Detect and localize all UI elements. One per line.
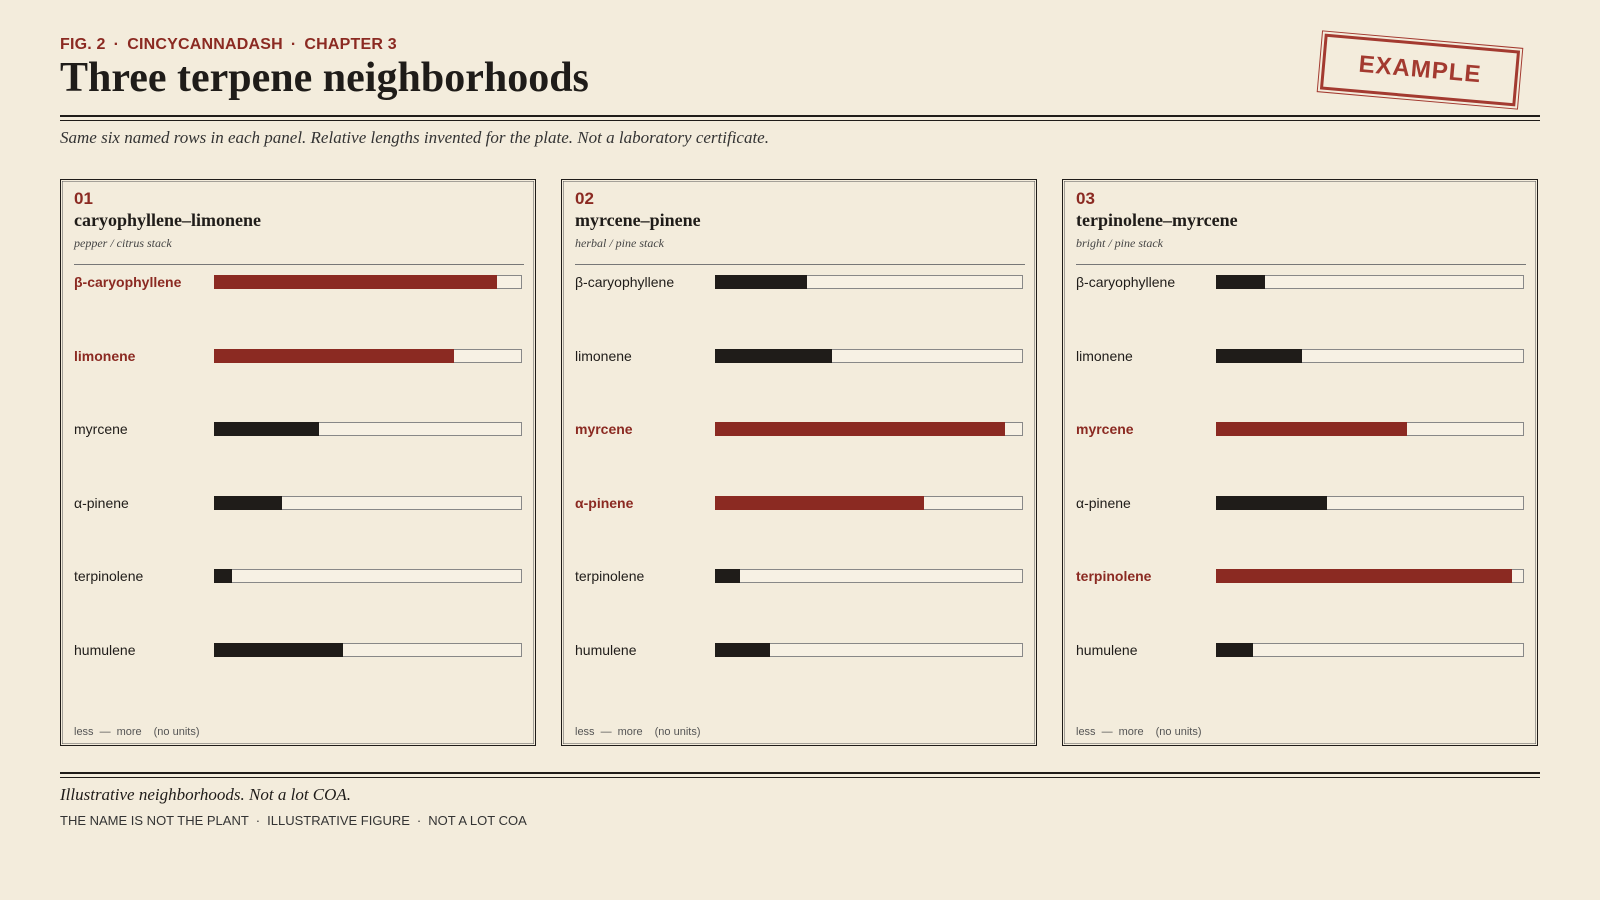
rule — [575, 264, 1025, 265]
bar — [715, 422, 1005, 436]
row-label: myrcene — [1076, 421, 1134, 437]
rule — [60, 115, 1540, 121]
separator: · — [416, 813, 422, 828]
panel-title: caryophyllene–limonene — [74, 210, 261, 230]
panel: 01 caryophyllene–limonene pepper / citrus … — [60, 179, 536, 746]
scale-low: less — [74, 726, 94, 738]
row-label: limonene — [74, 347, 136, 364]
bar — [214, 275, 498, 289]
panel-title: myrcene–pinene — [575, 210, 701, 230]
footer-tag: NOT A LOT COA — [428, 813, 527, 828]
separator: — — [600, 726, 612, 738]
row-label: myrcene — [74, 421, 128, 437]
bar — [214, 348, 455, 363]
row-label: β-caryophyllene — [1076, 274, 1176, 290]
rule — [74, 264, 524, 265]
row-label: humulene — [74, 641, 136, 658]
stamp: EXAMPLE — [1316, 29, 1524, 111]
footer-tag: THE NAME IS NOT THE PLANT — [60, 813, 249, 828]
bar — [1216, 275, 1266, 289]
row-label: α-pinene — [74, 494, 129, 511]
bar — [214, 569, 233, 583]
page-title: Three terpene neighborhoods — [60, 55, 589, 101]
footer-tags: THE NAME IS NOT THE PLANT · ILLUSTRATIVE F… — [60, 813, 527, 828]
scale-high: more — [1118, 726, 1144, 738]
row-label: terpinolene — [74, 568, 144, 584]
scale-high: more — [617, 726, 643, 738]
bar — [214, 422, 319, 436]
bar — [1216, 642, 1253, 657]
row-label: humulene — [575, 641, 637, 658]
bar — [715, 495, 925, 510]
scale-note: less — more (no units) — [1076, 726, 1201, 738]
bar — [1216, 348, 1303, 363]
scale-units: (no units) — [153, 726, 200, 738]
row-label: terpinolene — [1076, 568, 1152, 584]
bar-track — [214, 569, 522, 583]
row-label: α-pinene — [575, 494, 634, 511]
scale-units: (no units) — [654, 726, 701, 738]
panel-number: 02 — [575, 189, 594, 208]
panel-title: terpinolene–myrcene — [1076, 210, 1238, 230]
page-subtitle: Same six named rows in each panel. Relat… — [60, 128, 769, 147]
kicker-part: CINCYCANNADASH — [127, 36, 283, 53]
bar — [1216, 495, 1327, 510]
row-label: terpinolene — [575, 568, 645, 584]
bar — [214, 642, 344, 657]
separator: · — [290, 36, 297, 53]
panel: 02 myrcene–pinene herbal / pine stack β-car… — [561, 179, 1037, 746]
row-label: limonene — [575, 347, 632, 364]
bar — [214, 495, 282, 510]
footer-note: Illustrative neighborhoods. Not a lot CO… — [60, 785, 352, 804]
bar — [715, 275, 808, 289]
scale-note: less — more (no units) — [575, 726, 700, 738]
separator: — — [99, 726, 111, 738]
panel-subtitle: pepper / citrus stack — [74, 236, 172, 250]
panel-number: 03 — [1076, 189, 1095, 208]
bar-track — [1216, 642, 1524, 657]
separator: · — [113, 36, 120, 53]
kicker-part: CHAPTER 3 — [304, 36, 397, 53]
row-label: β-caryophyllene — [575, 274, 675, 290]
bar — [1216, 569, 1512, 583]
rule — [1076, 264, 1526, 265]
separator: · — [255, 813, 261, 828]
bar-track — [715, 569, 1023, 583]
panel-subtitle: bright / pine stack — [1076, 236, 1163, 250]
bar — [1216, 422, 1407, 436]
rule — [60, 772, 1540, 778]
bar — [715, 348, 833, 363]
scale-low: less — [575, 726, 595, 738]
row-label: myrcene — [575, 421, 633, 437]
bar — [715, 569, 740, 583]
scale-low: less — [1076, 726, 1096, 738]
row-label: limonene — [1076, 347, 1133, 364]
row-label: α-pinene — [1076, 494, 1131, 511]
bar — [715, 642, 771, 657]
panel-number: 01 — [74, 189, 93, 208]
footer-tag: ILLUSTRATIVE FIGURE — [267, 813, 410, 828]
separator: — — [1101, 726, 1113, 738]
row-label: β-caryophyllene — [74, 274, 182, 290]
scale-units: (no units) — [1155, 726, 1202, 738]
scale-high: more — [116, 726, 142, 738]
panel-subtitle: herbal / pine stack — [575, 236, 664, 250]
kicker-part: FIG. 2 — [60, 36, 106, 53]
panel: 03 terpinolene–myrcene bright / pine stack… — [1062, 179, 1538, 746]
kicker: FIG. 2 · CINCYCANNADASH · CHAPTER 3 — [60, 36, 397, 54]
row-label: humulene — [1076, 641, 1138, 658]
scale-note: less — more (no units) — [74, 726, 199, 738]
